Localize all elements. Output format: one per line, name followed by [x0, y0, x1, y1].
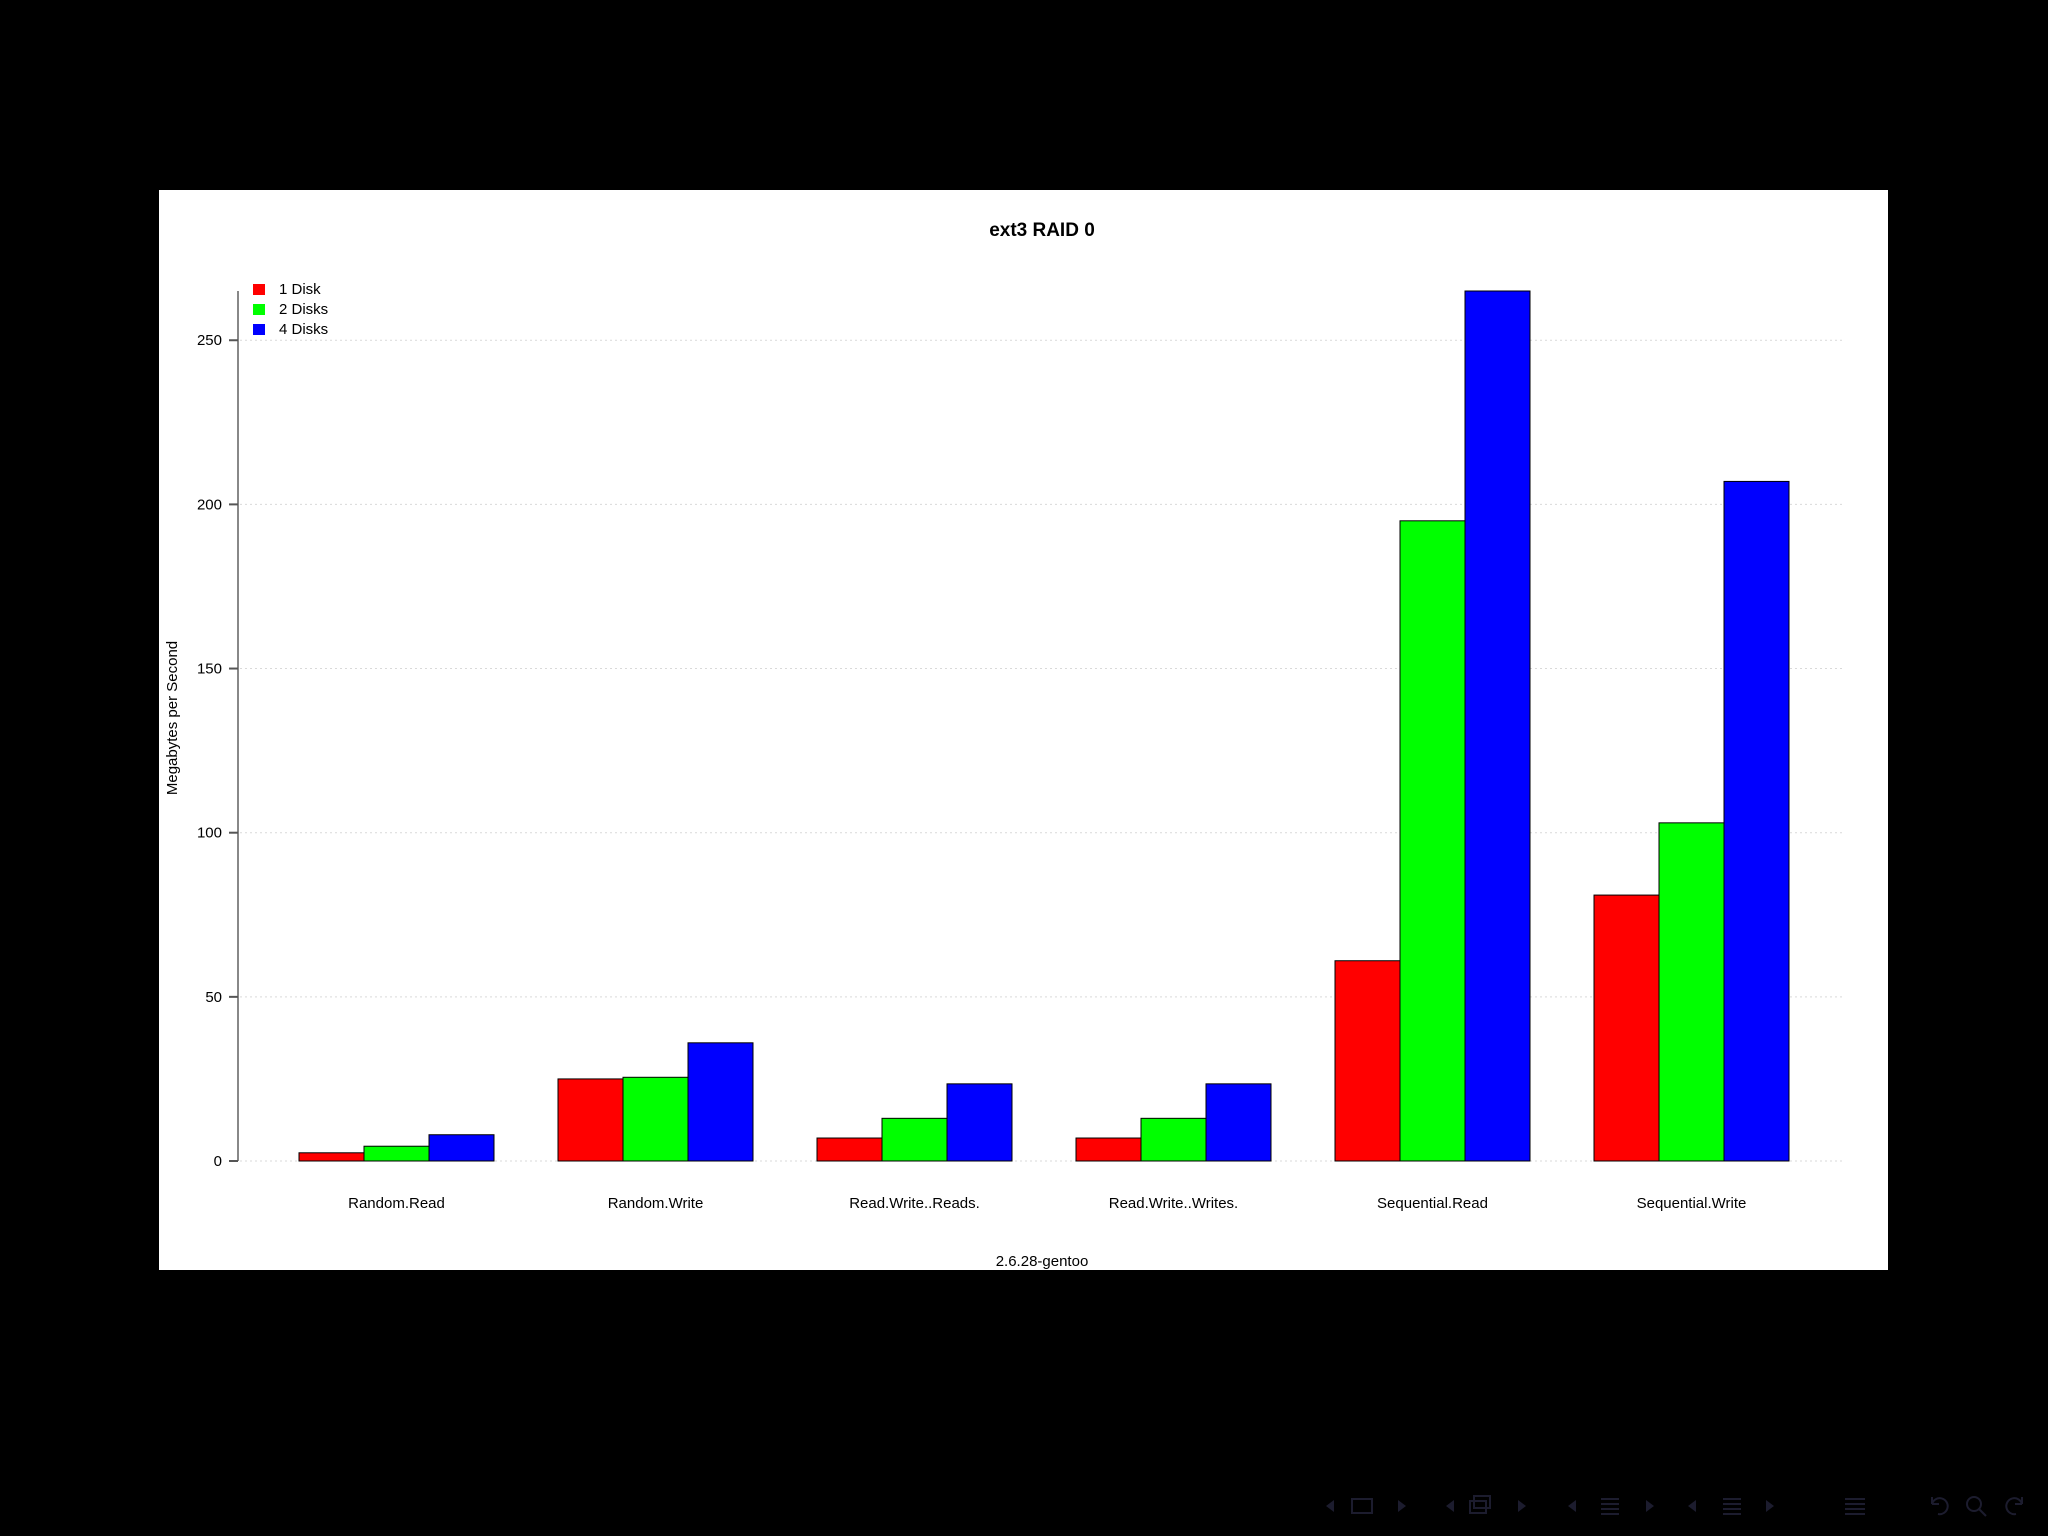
- y-tick-label: 50: [205, 989, 222, 1006]
- y-tick-label: 150: [197, 661, 222, 678]
- section-icon[interactable]: [1601, 1498, 1619, 1515]
- bar: [946, 1083, 1013, 1162]
- bar: [1334, 960, 1401, 1162]
- x-tick-label: Random.Read: [348, 1195, 445, 1212]
- y-tick-label: 0: [214, 1153, 222, 1170]
- bar: [1723, 480, 1790, 1162]
- list-icon[interactable]: [1845, 1498, 1865, 1515]
- frame-icon[interactable]: [1351, 1498, 1373, 1514]
- x-tick-label: Random.Write: [608, 1195, 704, 1212]
- y-tick-label: 250: [197, 332, 222, 349]
- x-axis-label: 2.6.28-gentoo: [996, 1253, 1089, 1270]
- arrow-right-icon[interactable]: [1518, 1500, 1526, 1512]
- bar: [1205, 1083, 1272, 1162]
- x-tick-label: Read.Write..Writes.: [1109, 1195, 1238, 1212]
- arrow-left-icon[interactable]: [1446, 1500, 1454, 1512]
- bar: [363, 1145, 430, 1162]
- legend-label: 2 Disks: [279, 301, 328, 318]
- undo-icon[interactable]: [1931, 1497, 1949, 1516]
- bar: [687, 1042, 754, 1162]
- y-tick-label: 200: [197, 496, 222, 513]
- redo-icon[interactable]: [2005, 1497, 2023, 1516]
- bar: [1464, 290, 1531, 1162]
- bar: [298, 1152, 365, 1162]
- gridlines: [240, 339, 1843, 1162]
- arrow-left-icon[interactable]: [1688, 1500, 1696, 1512]
- section-icon[interactable]: [1723, 1498, 1741, 1515]
- bar: [1075, 1137, 1142, 1162]
- chart-panel: 0 50 100 150 200 250 Random.Read Random.Write R…: [159, 190, 1888, 1270]
- presentation-nav-bar: [1310, 1488, 2040, 1524]
- bar: [816, 1137, 883, 1162]
- arrow-left-icon[interactable]: [1326, 1500, 1334, 1512]
- legend-swatch: [253, 324, 265, 335]
- y-axis-label: Megabytes per Second: [164, 641, 181, 795]
- bar: [1593, 894, 1660, 1162]
- bar: [1399, 520, 1466, 1162]
- bars: [298, 290, 1790, 1162]
- bar: [1140, 1117, 1207, 1162]
- bar: [428, 1134, 495, 1162]
- chart-title: ext3 RAID 0: [989, 220, 1095, 241]
- arrow-right-icon[interactable]: [1766, 1500, 1774, 1512]
- x-tick-labels: Random.Read Random.Write Read.Write..Reads…: [348, 1195, 1746, 1212]
- x-tick-label: Read.Write..Reads.: [849, 1195, 980, 1212]
- y-tick-label: 100: [197, 825, 222, 842]
- subsection-icon[interactable]: [1469, 1495, 1491, 1514]
- arrow-right-icon[interactable]: [1646, 1500, 1654, 1512]
- legend-swatch: [253, 284, 265, 295]
- arrow-right-icon[interactable]: [1398, 1500, 1406, 1512]
- arrow-left-icon[interactable]: [1568, 1500, 1576, 1512]
- bar: [557, 1078, 624, 1162]
- bar: [622, 1076, 689, 1162]
- legend-swatch: [253, 304, 265, 315]
- bar: [881, 1117, 948, 1162]
- search-icon[interactable]: [1966, 1496, 1987, 1517]
- bar: [1658, 822, 1725, 1162]
- y-ticks: 0 50 100 150 200 250: [197, 332, 238, 1170]
- x-tick-label: Sequential.Write: [1637, 1195, 1747, 1212]
- legend-label: 1 Disk: [279, 281, 321, 298]
- legend: 1 Disk 2 Disks 4 Disks: [253, 281, 328, 338]
- legend-label: 4 Disks: [279, 321, 328, 338]
- x-tick-label: Sequential.Read: [1377, 1195, 1488, 1212]
